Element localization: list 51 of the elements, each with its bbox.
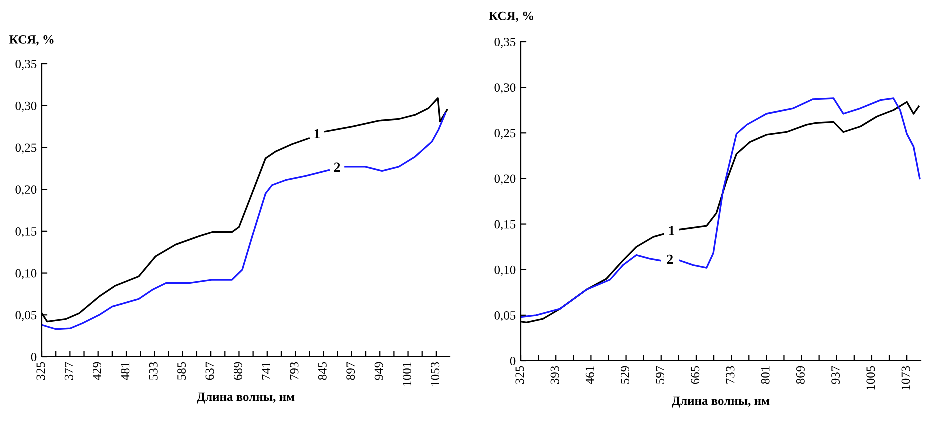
- x-tick-label: 325: [36, 362, 46, 380]
- series-label: 2: [334, 162, 340, 172]
- x-tick-label: 529: [621, 366, 630, 384]
- y-tick-label: 0,35: [494, 38, 516, 48]
- x-tick-label: 937: [832, 366, 840, 384]
- x-tick-label: 533: [149, 362, 158, 380]
- x-tick-label: 461: [586, 366, 594, 384]
- x-tick-label: 1053: [431, 362, 440, 386]
- y-tick-label: 0,25: [494, 129, 516, 140]
- x-tick-label: 377: [64, 362, 74, 380]
- x-tick-label: 393: [550, 366, 560, 384]
- x-tick-label: 481: [121, 362, 130, 380]
- x-tick-label: 585: [178, 362, 186, 380]
- x-tick-label: 741: [262, 362, 270, 380]
- x-tick-label: 733: [726, 366, 735, 384]
- y-tick-label: 0,25: [16, 144, 37, 154]
- x-tick-label: 597: [656, 366, 665, 384]
- x-tick-label: 325: [516, 366, 524, 384]
- y-tick-label: 0,30: [494, 84, 516, 94]
- series-label: 2: [667, 254, 674, 264]
- x-tick-label: 897: [346, 362, 356, 380]
- x-tick-label: 949: [374, 362, 384, 380]
- x-tick-label: 793: [290, 362, 299, 380]
- series-label: 1: [314, 129, 320, 138]
- x-tick-label: 429: [93, 362, 102, 380]
- y-tick-label: 0: [31, 353, 37, 362]
- x-tick-label: 869: [796, 366, 805, 384]
- y-tick-label: 0,05: [16, 311, 37, 322]
- y-tick-label: 0,15: [494, 220, 516, 231]
- y-tick-label: 0,05: [494, 311, 516, 322]
- series-label: 1: [669, 226, 674, 236]
- x-tick-label: 1073: [902, 366, 910, 390]
- x-tick-label: 801: [761, 366, 770, 384]
- y-tick-label: 0,10: [16, 269, 37, 280]
- x-tick-label: 1001: [402, 362, 412, 386]
- x-tick-label: 1005: [866, 366, 876, 390]
- x-tick-label: 637: [206, 362, 214, 380]
- y-tick-label: 0,10: [494, 266, 516, 276]
- y-axis-title: КСЯ, %: [489, 12, 534, 22]
- y-tick-label: 0,15: [16, 227, 37, 238]
- y-tick-label: 0,20: [494, 174, 516, 185]
- x-axis-title: Длина волны, нм: [672, 396, 770, 408]
- x-tick-label: 665: [691, 366, 700, 384]
- y-tick-label: 0,20: [16, 186, 37, 196]
- y-tick-label: 0,35: [16, 60, 37, 70]
- y-axis-title: КСЯ, %: [10, 35, 54, 46]
- x-tick-label: 845: [318, 362, 327, 380]
- y-tick-label: 0,30: [16, 102, 37, 112]
- y-tick-label: 0: [510, 357, 516, 366]
- x-tick-label: 689: [234, 362, 242, 380]
- x-axis-title: Длина волны, нм: [197, 392, 295, 404]
